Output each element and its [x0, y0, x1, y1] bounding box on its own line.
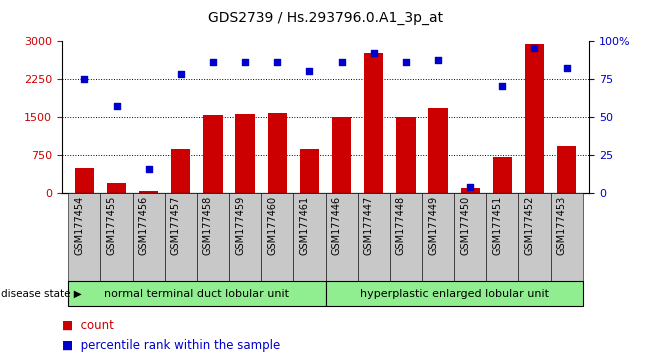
- Point: [561, 65, 572, 71]
- Text: GSM177454: GSM177454: [74, 195, 85, 255]
- Point: [240, 59, 251, 65]
- Point: [497, 84, 508, 89]
- Point: [79, 76, 90, 81]
- Bar: [100, 193, 133, 281]
- Text: hyperplastic enlarged lobular unit: hyperplastic enlarged lobular unit: [359, 289, 549, 299]
- Bar: [68, 193, 100, 281]
- Bar: [551, 193, 583, 281]
- Text: GSM177458: GSM177458: [203, 195, 213, 255]
- Bar: [332, 117, 352, 193]
- Point: [529, 46, 540, 51]
- Point: [176, 72, 186, 77]
- Text: GDS2739 / Hs.293796.0.A1_3p_at: GDS2739 / Hs.293796.0.A1_3p_at: [208, 11, 443, 25]
- Bar: [171, 149, 191, 193]
- Text: GSM177450: GSM177450: [460, 195, 470, 255]
- Bar: [493, 157, 512, 193]
- Text: GSM177456: GSM177456: [139, 195, 148, 255]
- Text: disease state ▶: disease state ▶: [1, 289, 82, 299]
- Bar: [236, 114, 255, 193]
- Text: GSM177461: GSM177461: [299, 195, 309, 255]
- Bar: [326, 281, 583, 306]
- Bar: [486, 193, 518, 281]
- Point: [304, 68, 314, 74]
- Bar: [299, 149, 319, 193]
- Point: [111, 103, 122, 109]
- Text: GSM177449: GSM177449: [428, 195, 438, 255]
- Text: normal terminal duct lobular unit: normal terminal duct lobular unit: [104, 289, 290, 299]
- Text: GSM177448: GSM177448: [396, 195, 406, 255]
- Bar: [454, 193, 486, 281]
- Text: GSM177460: GSM177460: [268, 195, 277, 255]
- Bar: [428, 108, 448, 193]
- Bar: [229, 193, 261, 281]
- Point: [337, 59, 347, 65]
- Bar: [518, 193, 551, 281]
- Point: [208, 59, 218, 65]
- Point: [433, 58, 443, 63]
- Text: GSM177451: GSM177451: [492, 195, 503, 255]
- Text: GSM177447: GSM177447: [364, 195, 374, 255]
- Text: GSM177459: GSM177459: [235, 195, 245, 255]
- Point: [368, 50, 379, 56]
- Text: GSM177457: GSM177457: [171, 195, 181, 255]
- Bar: [557, 146, 576, 193]
- Text: ■  count: ■ count: [62, 319, 114, 332]
- Point: [272, 59, 283, 65]
- Bar: [68, 281, 326, 306]
- Bar: [139, 192, 158, 193]
- Text: GSM177455: GSM177455: [107, 195, 117, 255]
- Bar: [294, 193, 326, 281]
- Point: [143, 166, 154, 171]
- Bar: [396, 117, 415, 193]
- Text: GSM177452: GSM177452: [525, 195, 534, 255]
- Text: GSM177453: GSM177453: [557, 195, 566, 255]
- Bar: [107, 183, 126, 193]
- Bar: [460, 188, 480, 193]
- Bar: [525, 44, 544, 193]
- Bar: [422, 193, 454, 281]
- Bar: [197, 193, 229, 281]
- Bar: [133, 193, 165, 281]
- Point: [400, 59, 411, 65]
- Text: GSM177446: GSM177446: [331, 195, 342, 255]
- Bar: [165, 193, 197, 281]
- Bar: [357, 193, 390, 281]
- Bar: [268, 113, 287, 193]
- Point: [465, 184, 475, 190]
- Bar: [364, 53, 383, 193]
- Bar: [326, 193, 357, 281]
- Bar: [75, 167, 94, 193]
- Bar: [203, 115, 223, 193]
- Text: ■  percentile rank within the sample: ■ percentile rank within the sample: [62, 339, 280, 352]
- Bar: [261, 193, 294, 281]
- Bar: [390, 193, 422, 281]
